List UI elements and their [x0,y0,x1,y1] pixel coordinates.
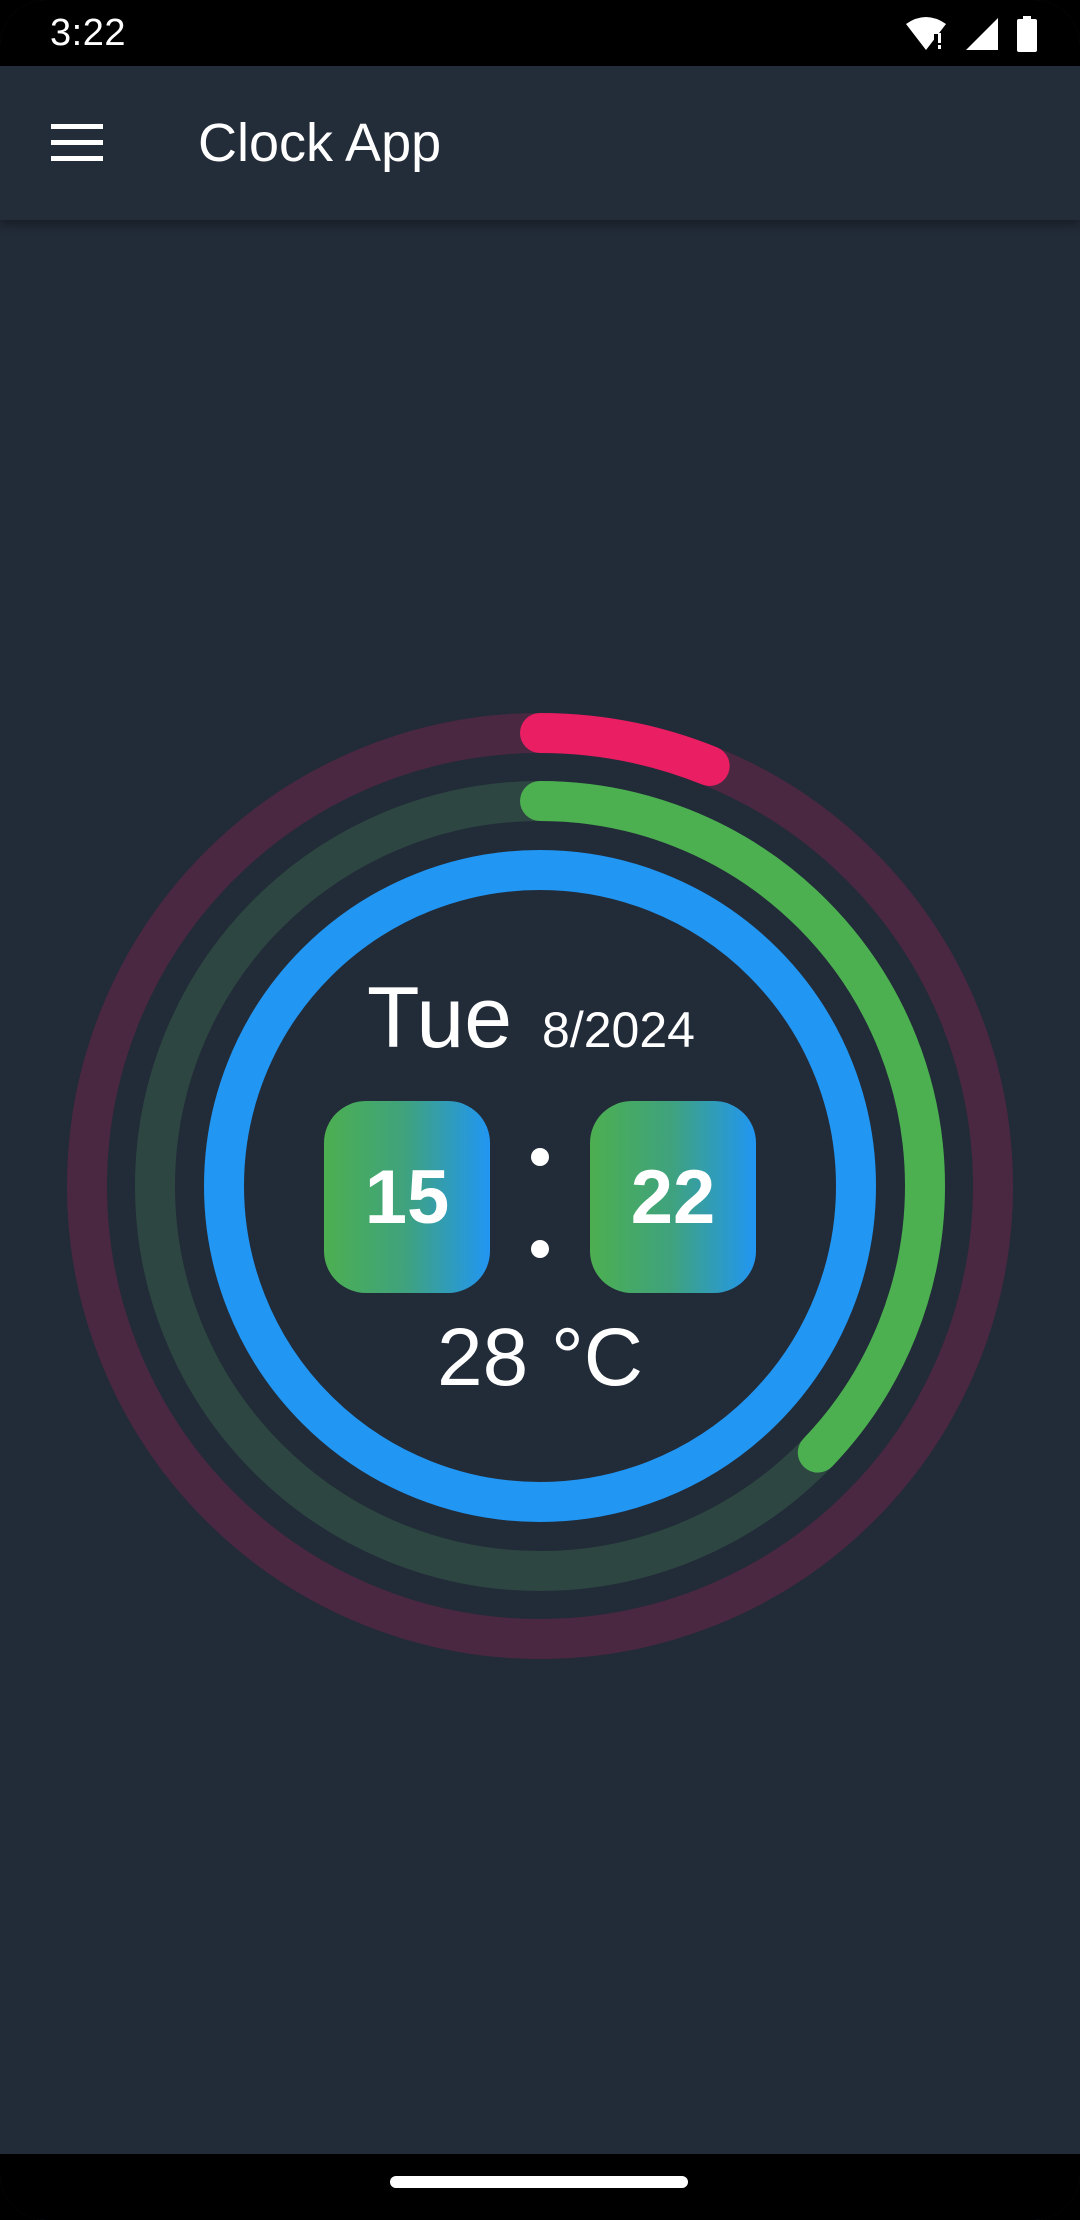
app-title: Clock App [198,113,442,173]
time-separator [500,1148,580,1258]
navigation-bar [0,2154,1080,2220]
status-icons [904,14,1038,54]
outer-ring-progress [67,713,1013,1659]
status-bar: 3:22 [0,0,1080,66]
minute-box: 22 [590,1101,756,1293]
inner-ring [204,850,876,1522]
temperature-label: 28 °C [436,1312,643,1403]
hour-box: 15 [324,1101,490,1293]
day-label: Tue [367,970,513,1066]
status-time: 3:22 [50,12,126,54]
app-bar: Clock App [0,66,1080,220]
minute-value: 22 [630,1154,716,1240]
home-indicator[interactable] [390,2176,688,2188]
middle-ring-progress [135,781,945,1591]
date-row: Tue 8/2024 [0,968,1080,1068]
colon-dot-bottom [531,1240,549,1258]
date-label: 8/2024 [542,1002,695,1058]
cell-signal-icon [966,18,998,50]
hamburger-menu-icon [51,124,103,161]
hour-value: 15 [364,1154,450,1240]
menu-button[interactable] [32,103,122,183]
battery-icon [1017,16,1037,52]
colon-dot-top [531,1148,549,1166]
wifi-alert-icon [906,17,946,50]
